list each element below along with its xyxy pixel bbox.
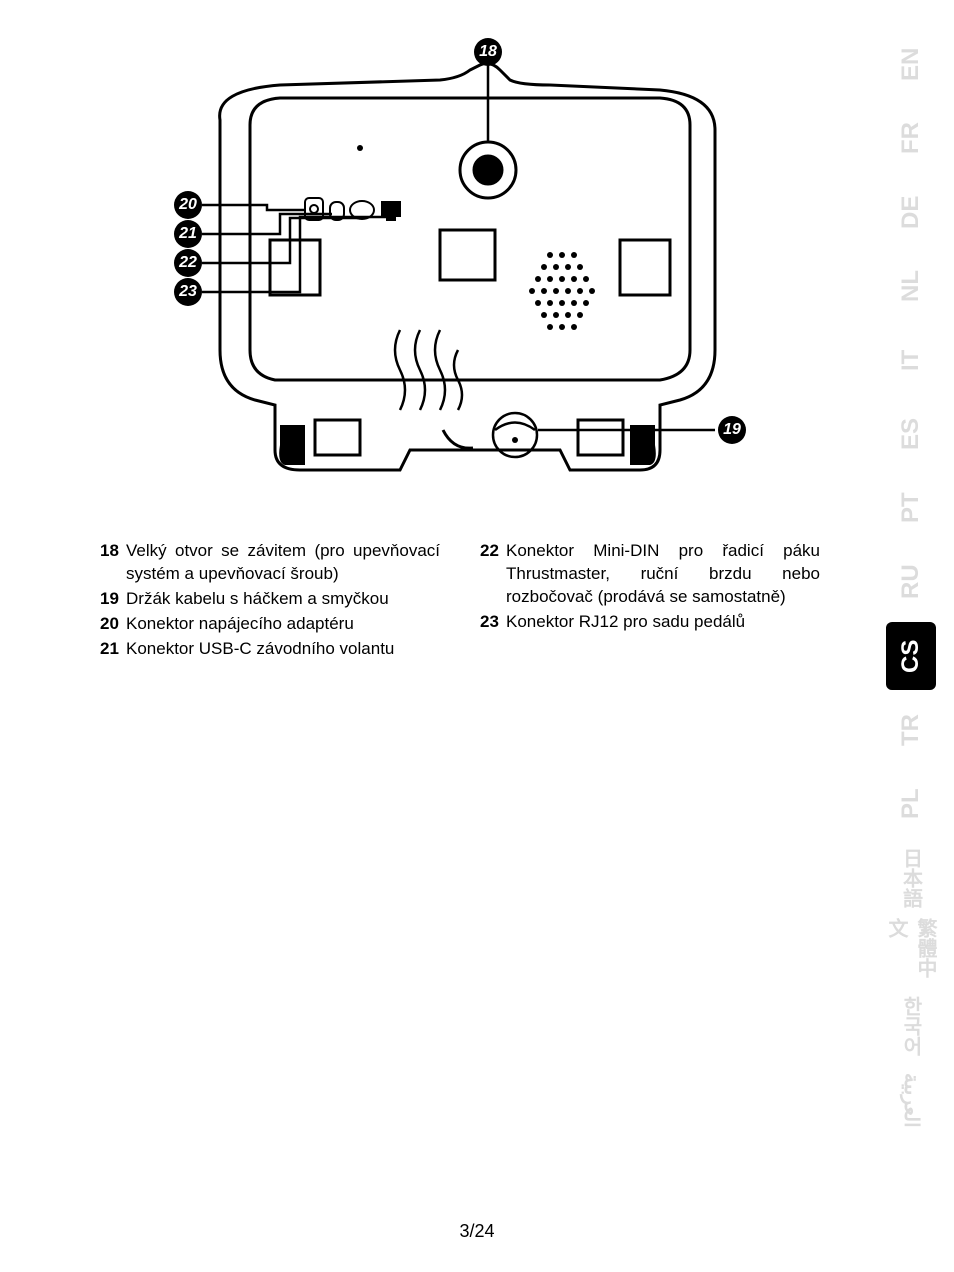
legend-text: Konektor napájecího adaptéru xyxy=(126,613,440,636)
legend-text: Velký otvor se závitem (pro upevňovací s… xyxy=(126,540,440,586)
lang-tab-fr[interactable]: FR xyxy=(886,104,936,172)
lang-tab-nl[interactable]: NL xyxy=(886,252,936,320)
lang-tab-cs[interactable]: CS xyxy=(886,622,936,690)
callout-21: 21 xyxy=(174,220,202,248)
lang-tab-tr[interactable]: TR xyxy=(886,696,936,764)
manual-page: 18 19 20 21 22 23 18 Velký otvor se závi… xyxy=(0,0,954,1272)
legend-col-right: 22 Konektor Mini-DIN pro řadicí páku Thr… xyxy=(480,540,820,663)
legend: 18 Velký otvor se závitem (pro upevňovac… xyxy=(100,540,820,663)
callout-18: 18 xyxy=(474,38,502,66)
legend-text: Konektor RJ12 pro sadu pedálů xyxy=(506,611,820,634)
legend-num: 18 xyxy=(100,540,126,586)
lang-tab-ja[interactable]: 日本語 xyxy=(886,844,936,912)
legend-item: 23 Konektor RJ12 pro sadu pedálů xyxy=(480,611,820,634)
lang-tab-es[interactable]: ES xyxy=(886,400,936,468)
callout-22: 22 xyxy=(174,249,202,277)
language-tabs: EN FR DE NL IT ES PT RU CS TR PL 日本語 繁體中… xyxy=(886,30,936,1134)
legend-num: 21 xyxy=(100,638,126,661)
callout-19: 19 xyxy=(718,416,746,444)
legend-item: 22 Konektor Mini-DIN pro řadicí páku Thr… xyxy=(480,540,820,609)
legend-num: 22 xyxy=(480,540,506,609)
legend-text: Držák kabelu s háčkem a smyčkou xyxy=(126,588,440,611)
legend-text: Konektor Mini-DIN pro řadicí páku Thrust… xyxy=(506,540,820,609)
page-number: 3/24 xyxy=(0,1221,954,1242)
legend-item: 19 Držák kabelu s háčkem a smyčkou xyxy=(100,588,440,611)
callout-23: 23 xyxy=(174,278,202,306)
lang-tab-pt[interactable]: PT xyxy=(886,474,936,542)
legend-col-left: 18 Velký otvor se závitem (pro upevňovac… xyxy=(100,540,440,663)
product-diagram: 18 19 20 21 22 23 xyxy=(100,30,830,510)
lang-tab-ar[interactable]: العربية xyxy=(886,1066,936,1134)
legend-item: 21 Konektor USB-C závodního volantu xyxy=(100,638,440,661)
lang-tab-zh[interactable]: 繁體中文 xyxy=(886,918,936,986)
legend-item: 20 Konektor napájecího adaptéru xyxy=(100,613,440,636)
legend-num: 20 xyxy=(100,613,126,636)
lang-tab-it[interactable]: IT xyxy=(886,326,936,394)
lang-tab-pl[interactable]: PL xyxy=(886,770,936,838)
lang-tab-ru[interactable]: RU xyxy=(886,548,936,616)
legend-item: 18 Velký otvor se závitem (pro upevňovac… xyxy=(100,540,440,586)
lang-tab-de[interactable]: DE xyxy=(886,178,936,246)
legend-text: Konektor USB-C závodního volantu xyxy=(126,638,440,661)
lang-tab-en[interactable]: EN xyxy=(886,30,936,98)
callout-20: 20 xyxy=(174,191,202,219)
lang-tab-ko[interactable]: 한국어 xyxy=(886,992,936,1060)
legend-num: 19 xyxy=(100,588,126,611)
legend-num: 23 xyxy=(480,611,506,634)
